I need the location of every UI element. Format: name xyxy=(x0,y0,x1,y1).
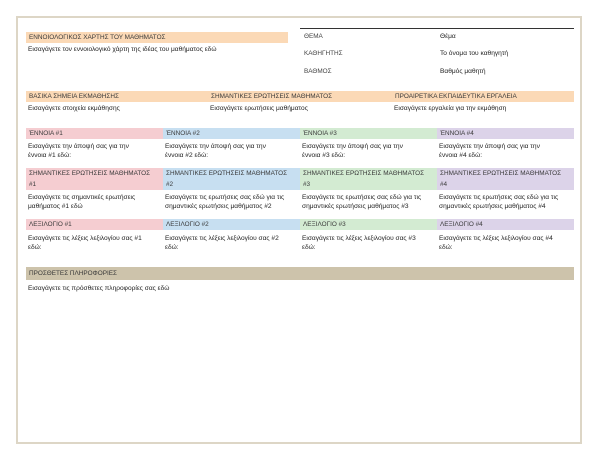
page-frame xyxy=(16,16,582,444)
concept-1-text[interactable]: Εισαγάγετε την άποψή σας για την έννοια #… xyxy=(28,143,129,159)
questions-2-text[interactable]: Εισαγάγετε τις ερωτήσεις σας εδώ για τις… xyxy=(165,194,285,210)
info-top-rule xyxy=(300,28,574,29)
concept-map-text[interactable]: Εισαγάγετε τον εννοιολογικό χάρτη της ιδ… xyxy=(28,46,217,53)
questions-4-title: ΣΗΜΑΝΤΙΚΕΣ ΕΡΩΤΗΣΕΙΣ ΜΑΘΗΜΑΤΟΣ #4 xyxy=(437,168,574,190)
questions-1-text[interactable]: Εισαγάγετε τις σημαντικές ερωτήσεις μαθήμ… xyxy=(28,194,136,210)
concept-2-text[interactable]: Εισαγάγετε την άποψή σας για την έννοια #… xyxy=(165,143,266,159)
vocab-1-text[interactable]: Εισαγάγετε τις λέξεις λεξιλογίου σας #1 ε… xyxy=(28,235,142,251)
questions-1-title: ΣΗΜΑΝΤΙΚΕΣ ΕΡΩΤΗΣΕΙΣ ΜΑΘΗΜΑΤΟΣ #1 xyxy=(26,168,163,190)
questions-3-title: ΣΗΜΑΝΤΙΚΕΣ ΕΡΩΤΗΣΕΙΣ ΜΑΘΗΜΑΤΟΣ #3 xyxy=(300,168,437,190)
vocab-2-text[interactable]: Εισαγάγετε τις λέξεις λεξιλογίου σας #2 ε… xyxy=(165,235,279,251)
concept-3-title: ΈΝΝΟΙΑ #3 xyxy=(300,128,437,139)
questions-4-text[interactable]: Εισαγάγετε τις ερωτήσεις σας εδώ για τις… xyxy=(439,194,559,210)
concept-4-text[interactable]: Εισαγάγετε την άποψή σας για την έννοια #… xyxy=(439,143,540,159)
optional-tools-text[interactable]: Εισαγάγετε εργαλεία για την εκμάθηση xyxy=(394,105,507,112)
vocab-3-text[interactable]: Εισαγάγετε τις λέξεις λεξιλογίου σας #3 ε… xyxy=(302,235,416,251)
vocab-1-title: ΛΕΞΙΛΟΓΙΟ #1 xyxy=(26,219,163,230)
concept-1-title: ΈΝΝΟΙΑ #1 xyxy=(26,128,163,139)
teacher-value[interactable]: Το όνομα του καθηγητή xyxy=(440,50,509,57)
grade-label: ΒΑΘΜΟΣ xyxy=(304,68,332,75)
grade-value[interactable]: Βαθμός μαθητή xyxy=(440,68,486,75)
concept-4-title: ΈΝΝΟΙΑ #4 xyxy=(437,128,574,139)
teacher-label: ΚΑΘΗΓΗΤΗΣ xyxy=(304,50,343,57)
additional-info-title: ΠΡΟΣΘΕΤΕΣ ΠΛΗΡΟΦΟΡΙΕΣ xyxy=(26,267,574,280)
optional-tools-title: ΠΡΟΑΙΡΕΤΙΚΑ ΕΚΠΑΙΔΕΥΤΙΚΑ ΕΡΓΑΛΕΙΑ xyxy=(392,91,574,102)
key-questions-title: ΣΗΜΑΝΤΙΚΕΣ ΕΡΩΤΗΣΕΙΣ ΜΑΘΗΜΑΤΟΣ xyxy=(208,91,392,102)
vocab-2-title: ΛΕΞΙΛΟΓΙΟ #2 xyxy=(163,219,300,230)
vocab-4-title: ΛΕΞΙΛΟΓΙΟ #4 xyxy=(437,219,574,230)
vocab-3-title: ΛΕΞΙΛΟΓΙΟ #3 xyxy=(300,219,437,230)
concept-2-title: ΈΝΝΟΙΑ #2 xyxy=(163,128,300,139)
subject-label: ΘΕΜΑ xyxy=(304,33,323,40)
additional-info-text[interactable]: Εισαγάγετε τις πρόσθετες πληροφορίες σας… xyxy=(28,285,170,292)
subject-value[interactable]: Θέμα xyxy=(440,33,456,40)
concept-3-text[interactable]: Εισαγάγετε την άποψή σας για την έννοια #… xyxy=(302,143,403,159)
concept-map-title: ΕΝΝΟΙΟΛΟΓΙΚΟΣ ΧΑΡΤΗΣ ΤΟΥ ΜΑΘΗΜΑΤΟΣ xyxy=(26,32,288,43)
key-questions-text[interactable]: Εισαγάγετε ερωτήσεις μαθήματος xyxy=(210,105,308,112)
learning-points-text[interactable]: Εισαγάγετε στοιχεία εκμάθησης xyxy=(28,105,120,112)
questions-2-title: ΣΗΜΑΝΤΙΚΕΣ ΕΡΩΤΗΣΕΙΣ ΜΑΘΗΜΑΤΟΣ #2 xyxy=(163,168,300,190)
questions-3-text[interactable]: Εισαγάγετε τις ερωτήσεις σας εδώ για τις… xyxy=(302,194,422,210)
vocab-4-text[interactable]: Εισαγάγετε τις λέξεις λεξιλογίου σας #4 ε… xyxy=(439,235,553,251)
learning-points-title: ΒΑΣΙΚΑ ΣΗΜΕΙΑ ΕΚΜΑΘΗΣΗΣ xyxy=(26,91,208,102)
